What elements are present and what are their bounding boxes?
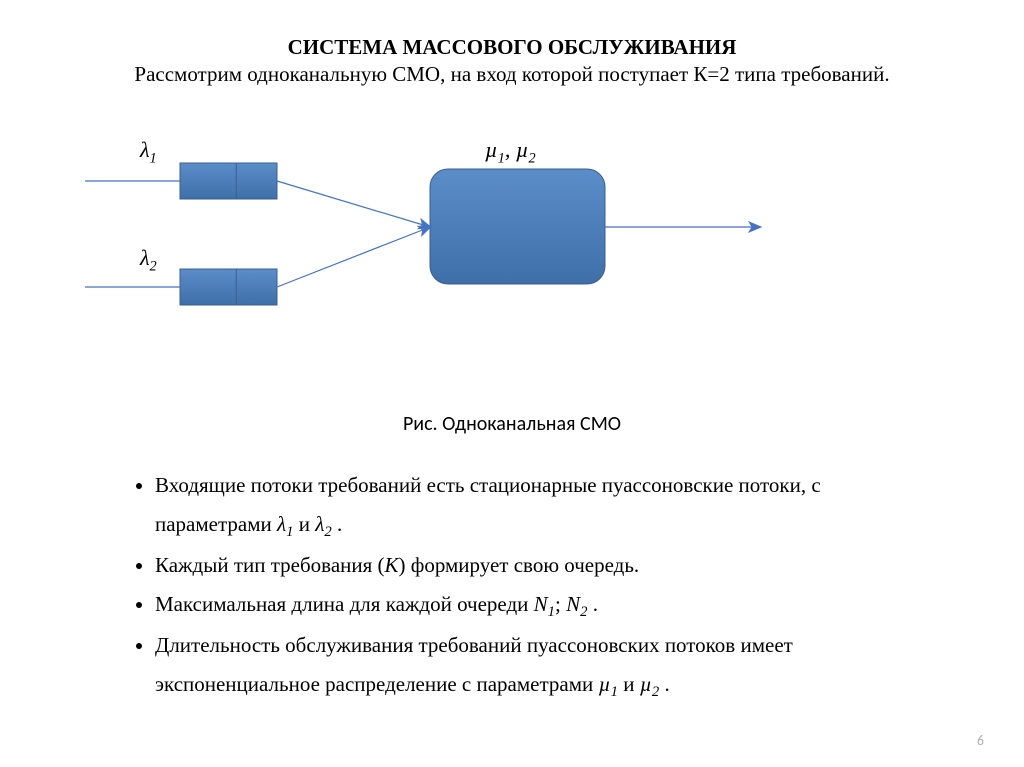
bullet-text: Максимальная длина для каждой очереди	[155, 592, 534, 616]
mu2-sub-inline: 2	[652, 684, 659, 700]
mu-separator: ,	[505, 137, 516, 162]
lambda1-subscript: 1	[150, 150, 157, 166]
n1-sub: 1	[548, 604, 555, 620]
mu1-sub-inline: 1	[611, 684, 618, 700]
bullet-text: и	[299, 512, 316, 536]
mu2-symbol: µ	[516, 137, 529, 162]
lambda2-subscript: 2	[150, 258, 157, 274]
lambda1-label: λ1	[140, 137, 157, 167]
lambda2-label: λ2	[140, 245, 157, 275]
mu-inline: µ	[640, 672, 652, 696]
mu-label: µ1, µ2	[485, 137, 536, 167]
list-item: Длительность обслуживания требований пуа…	[155, 626, 914, 706]
bullet-text: ) формирует свою очередь.	[398, 553, 639, 577]
bullet-list: Входящие потоки требований есть стациона…	[0, 466, 1024, 707]
page-title: СИСТЕМА МАССОВОГО ОБСЛУЖИВАНИЯ	[0, 0, 1024, 60]
list-item: Каждый тип требования (К) формирует свою…	[155, 546, 914, 585]
mu2-subscript: 2	[529, 150, 536, 166]
list-item: Максимальная длина для каждой очереди N1…	[155, 585, 914, 626]
figure-caption: Рис. Одноканальная СМО	[0, 412, 1024, 436]
bullet-text: .	[593, 592, 598, 616]
k-symbol: К	[385, 553, 399, 577]
mu1-subscript: 1	[498, 150, 505, 166]
bullet-text: Входящие потоки требований есть стациона…	[155, 473, 821, 536]
bullet-text: .	[664, 672, 669, 696]
lambda-inline: λ	[277, 512, 286, 536]
bullet-text: и	[623, 672, 640, 696]
lambda-inline: λ	[315, 512, 324, 536]
mu-inline: µ	[599, 672, 611, 696]
n2-sub: 2	[580, 604, 587, 620]
lambda-symbol: λ	[140, 137, 150, 162]
lambda1-sub-inline: 1	[286, 524, 293, 540]
queue-diagram: λ1 λ2 µ1, µ2	[0, 127, 1024, 407]
n1-symbol: N	[534, 592, 548, 616]
bullet-text: .	[337, 512, 342, 536]
mu1-symbol: µ	[485, 137, 498, 162]
list-item: Входящие потоки требований есть стациона…	[155, 466, 914, 546]
bullet-text: Каждый тип требования (	[155, 553, 385, 577]
n2-symbol: N	[566, 592, 580, 616]
bullet-text: Длительность обслуживания требований пуа…	[155, 633, 793, 696]
page-number: 6	[977, 732, 984, 749]
bullet-text: ;	[555, 592, 566, 616]
page-subtitle: Рассмотрим одноканальную СМО, на вход ко…	[0, 62, 1024, 87]
lambda-symbol: λ	[140, 245, 150, 270]
lambda2-sub-inline: 2	[324, 524, 331, 540]
